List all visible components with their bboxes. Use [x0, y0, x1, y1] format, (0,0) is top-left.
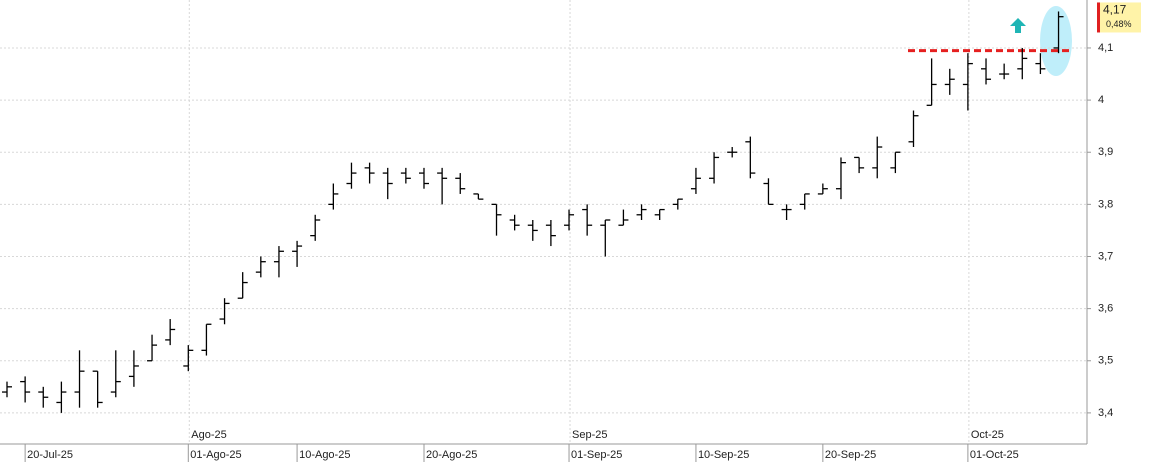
- y-tick-label: 4,1: [1098, 42, 1113, 54]
- month-label: Ago-25: [191, 429, 226, 441]
- y-tick-label: 3,9: [1098, 146, 1113, 158]
- highlight-ellipse: [1040, 6, 1072, 76]
- month-label: Oct-25: [971, 429, 1004, 441]
- y-tick-label: 4: [1098, 94, 1104, 106]
- last-price-marker: [1097, 2, 1100, 33]
- x-tick-label: 20-Jul-25: [27, 449, 73, 461]
- change-label: 0,48%: [1106, 19, 1132, 29]
- y-tick-label: 3,8: [1098, 198, 1113, 210]
- last-price-box: [1099, 2, 1141, 33]
- last-price-label: 4,17: [1103, 3, 1127, 17]
- up-arrow: [1010, 18, 1026, 33]
- x-tick-label: 10-Ago-25: [299, 449, 350, 461]
- y-tick-label: 3,4: [1098, 407, 1113, 419]
- x-tick-label: 10-Sep-25: [698, 449, 749, 461]
- y-tick-label: 3,5: [1098, 355, 1113, 367]
- x-tick-label: 01-Oct-25: [970, 449, 1019, 461]
- y-tick-label: 3,6: [1098, 303, 1113, 315]
- x-tick-label: 20-Ago-25: [426, 449, 477, 461]
- x-tick-label: 01-Ago-25: [190, 449, 241, 461]
- x-tick-label: 20-Sep-25: [825, 449, 876, 461]
- x-tick-label: 01-Sep-25: [571, 449, 622, 461]
- month-label: Sep-25: [572, 429, 607, 441]
- y-tick-label: 3,7: [1098, 250, 1113, 262]
